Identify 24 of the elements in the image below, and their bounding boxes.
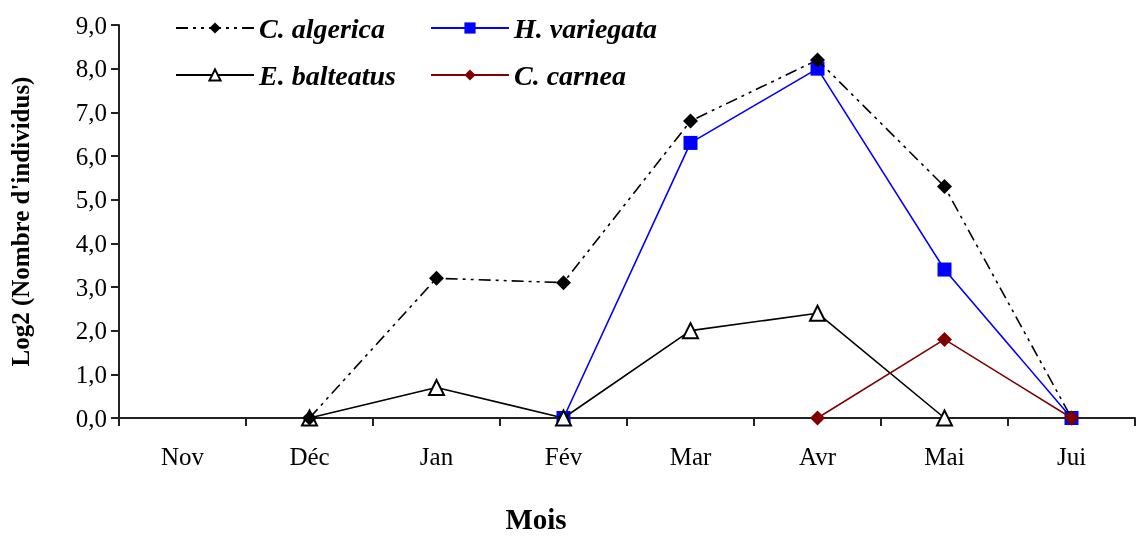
legend-label: H. variegata: [513, 12, 658, 44]
y-tick-label: 2,0: [75, 317, 107, 345]
x-tick-label: Fév: [544, 443, 583, 470]
x-tick-label: Déc: [289, 443, 330, 470]
x-tick-label: Mar: [669, 443, 712, 470]
y-tick-label: 4,0: [75, 229, 107, 257]
y-tick-label: 9,0: [75, 11, 107, 39]
legend-label: E. balteatus: [258, 59, 397, 91]
x-tick-label: Jui: [1056, 443, 1087, 470]
y-tick-label: 6,0: [75, 142, 107, 170]
x-tick-label: Avr: [798, 443, 837, 470]
x-tick-label: Nov: [160, 443, 205, 470]
x-tick-label: Jan: [419, 443, 454, 470]
legend-label: C. carnea: [514, 59, 626, 91]
y-tick-label: 7,0: [75, 98, 107, 126]
legend-label: C. algerica: [259, 12, 385, 44]
y-tick-label: 3,0: [75, 273, 107, 301]
y-tick-label: 5,0: [75, 186, 107, 214]
y-tick-label: 0,0: [75, 404, 107, 432]
y-tick-label: 8,0: [75, 55, 107, 83]
y-axis-title: Log2 (Nombre d'individus): [7, 76, 35, 367]
y-tick-label: 1,0: [75, 360, 107, 388]
x-tick-label: Mai: [924, 443, 965, 470]
x-axis-title: Mois: [505, 502, 567, 535]
